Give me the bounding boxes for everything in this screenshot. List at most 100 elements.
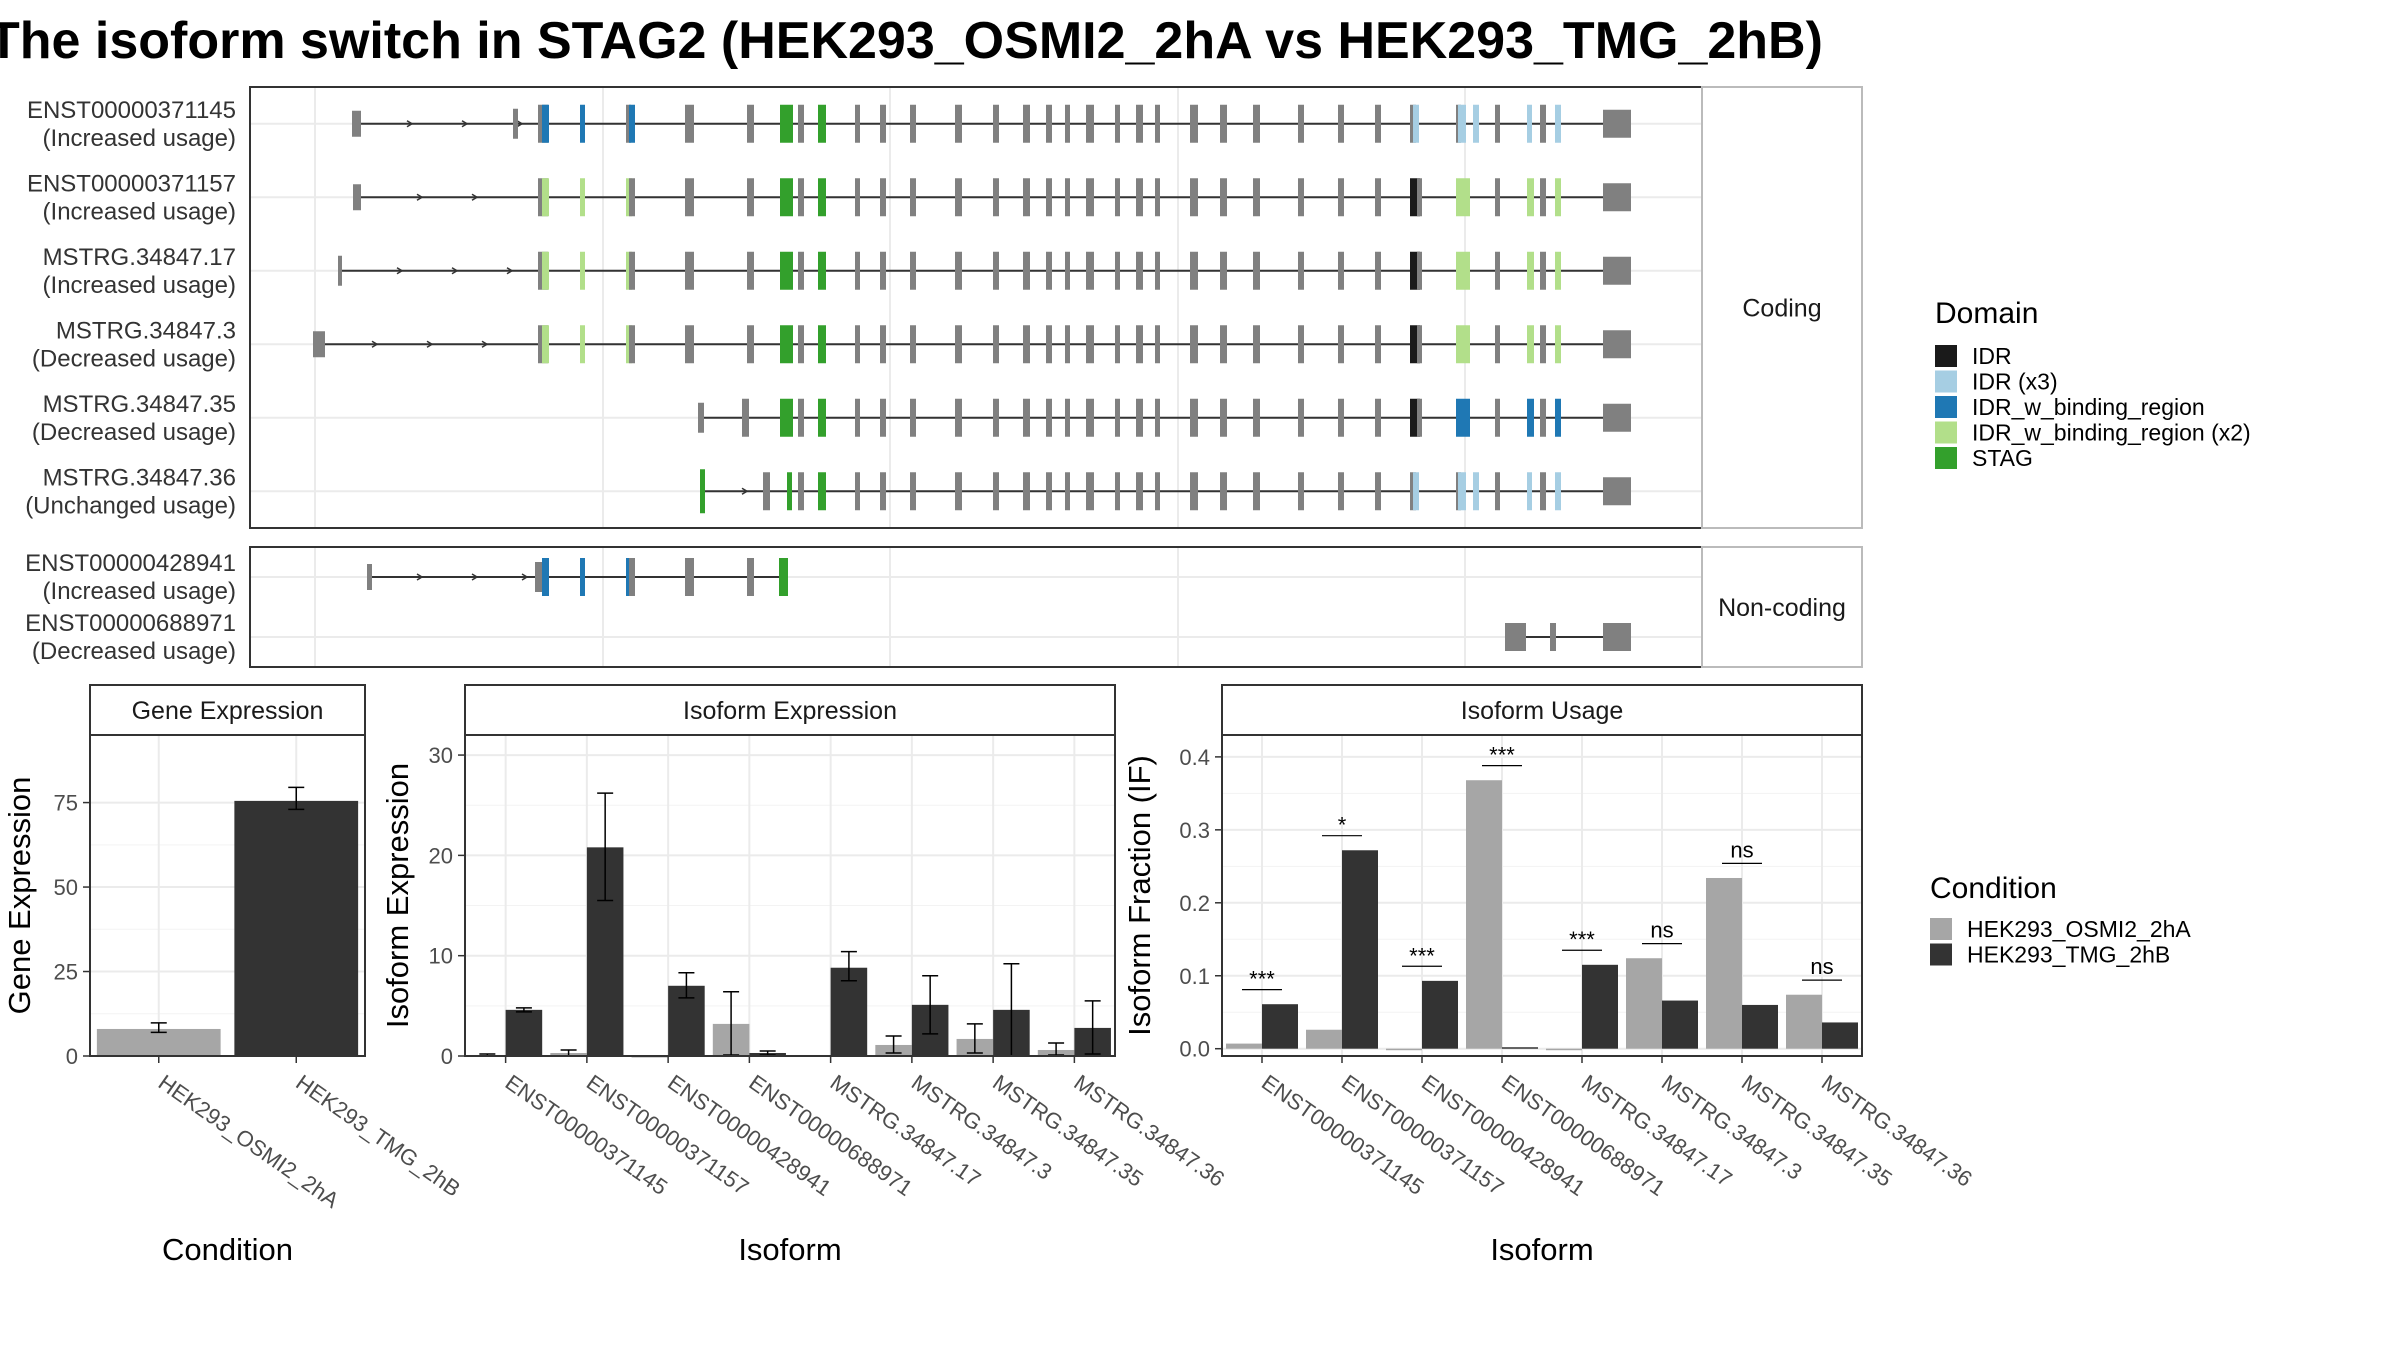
exon-mark bbox=[1220, 325, 1227, 364]
exon-mark bbox=[1220, 251, 1227, 290]
domain-legend-swatch bbox=[1935, 370, 1957, 393]
domain-legend-swatch bbox=[1935, 447, 1957, 469]
exon-mark bbox=[1410, 251, 1420, 290]
exon-mark bbox=[780, 325, 793, 364]
transcript-usage-label: (Increased usage) bbox=[43, 125, 236, 152]
exon-mark bbox=[1338, 104, 1344, 143]
x-axis-title: Isoform bbox=[738, 1232, 841, 1267]
condition-legend-title: Condition bbox=[1930, 872, 2057, 905]
exon-mark bbox=[1495, 325, 1500, 364]
exon-mark bbox=[1086, 178, 1094, 217]
exon-mark bbox=[353, 184, 361, 211]
significance-label: *** bbox=[1249, 967, 1275, 992]
exon-mark bbox=[1473, 104, 1479, 143]
exon-mark bbox=[1540, 325, 1546, 364]
strand-arrow bbox=[416, 573, 424, 581]
exon-mark bbox=[535, 562, 545, 592]
domain-legend-title: Domain bbox=[1935, 297, 2038, 330]
exon-mark bbox=[1527, 104, 1532, 143]
transcript-label: ENST00000371145 bbox=[27, 97, 236, 124]
panel-strip bbox=[464, 684, 1116, 736]
bar bbox=[1626, 958, 1662, 1049]
exon-mark bbox=[1298, 472, 1304, 511]
panel-border bbox=[1221, 734, 1863, 1057]
significance-label: *** bbox=[1409, 943, 1435, 968]
exon-mark bbox=[1253, 104, 1260, 143]
x-axis-title: Condition bbox=[162, 1232, 293, 1267]
exon-mark bbox=[780, 398, 793, 437]
transcript-label: ENST00000371157 bbox=[27, 170, 236, 197]
transcript-label: MSTRG.34847.35 bbox=[43, 391, 236, 418]
exon-mark bbox=[910, 178, 916, 217]
bar bbox=[1386, 1048, 1422, 1051]
domain-legend-swatch bbox=[1935, 345, 1957, 367]
exon-mark bbox=[626, 104, 631, 143]
exon-mark bbox=[955, 178, 962, 217]
exon-mark bbox=[1527, 472, 1532, 511]
exon-mark bbox=[763, 472, 770, 511]
domain-legend-label: IDR_w_binding_region bbox=[1972, 394, 2205, 420]
exon-mark bbox=[855, 104, 860, 143]
exon-mark bbox=[798, 472, 804, 511]
transcript-label: MSTRG.34847.17 bbox=[43, 244, 236, 271]
domain-legend-label: STAG bbox=[1972, 445, 2033, 471]
exon-mark bbox=[779, 558, 788, 596]
strand-arrow bbox=[481, 340, 489, 348]
panel-border bbox=[89, 734, 366, 1057]
exon-mark bbox=[1155, 472, 1160, 511]
exon-mark bbox=[580, 178, 585, 217]
exon-mark bbox=[1603, 256, 1631, 285]
panel-title: Isoform Usage bbox=[1461, 697, 1624, 725]
exon-mark bbox=[352, 110, 361, 137]
exon-mark bbox=[1046, 325, 1052, 364]
structure-plot-bg bbox=[250, 87, 1702, 528]
condition-legend-label: HEK293_OSMI2_2hA bbox=[1967, 916, 2191, 942]
exon-mark bbox=[880, 251, 886, 290]
y-tick-label: 0.2 bbox=[1179, 891, 1210, 916]
y-tick-label: 50 bbox=[54, 875, 78, 900]
exon-mark bbox=[955, 472, 962, 511]
exon-mark bbox=[1155, 104, 1160, 143]
exon-mark bbox=[1338, 178, 1344, 217]
exon-mark bbox=[780, 178, 793, 217]
significance-label: ns bbox=[1650, 918, 1673, 943]
exon-mark bbox=[1555, 398, 1561, 437]
x-axis-title: Isoform bbox=[1490, 1232, 1593, 1267]
exon-mark bbox=[1155, 251, 1160, 290]
exon-mark bbox=[910, 472, 916, 511]
exon-mark bbox=[798, 251, 804, 290]
bar bbox=[1822, 1022, 1858, 1049]
transcript-usage-label: (Decreased usage) bbox=[32, 345, 236, 372]
exon-mark bbox=[1550, 623, 1556, 651]
exon-mark bbox=[1023, 178, 1030, 217]
exon-mark bbox=[1298, 325, 1304, 364]
exon-mark bbox=[993, 398, 999, 437]
exon-mark bbox=[1190, 251, 1198, 290]
y-tick-label: 10 bbox=[429, 944, 453, 969]
transcript-model bbox=[1505, 623, 1631, 651]
exon-mark bbox=[1555, 178, 1561, 217]
exon-mark bbox=[1086, 398, 1094, 437]
exon-mark bbox=[1115, 325, 1120, 364]
exon-mark bbox=[910, 398, 916, 437]
exon-mark bbox=[1375, 178, 1381, 217]
x-tick-label: MSTRG.34847.3 bbox=[907, 1070, 1057, 1185]
exon-mark bbox=[993, 104, 999, 143]
exon-mark bbox=[1375, 472, 1381, 511]
exon-mark bbox=[1410, 398, 1420, 437]
exon-mark bbox=[1555, 472, 1561, 511]
exon-mark bbox=[1023, 104, 1030, 143]
transcript-usage-label: (Decreased usage) bbox=[32, 419, 236, 446]
strand-arrow bbox=[406, 120, 414, 128]
exon-mark bbox=[542, 178, 549, 217]
bar bbox=[1226, 1043, 1262, 1049]
exon-mark bbox=[1458, 472, 1466, 511]
bar bbox=[1706, 877, 1742, 1049]
exon-mark bbox=[1375, 251, 1381, 290]
exon-mark bbox=[1065, 398, 1070, 437]
exon-mark bbox=[1136, 325, 1143, 364]
exon-mark bbox=[685, 104, 694, 143]
exon-mark bbox=[542, 558, 549, 596]
bar bbox=[505, 1009, 543, 1056]
exon-mark bbox=[1456, 325, 1470, 364]
